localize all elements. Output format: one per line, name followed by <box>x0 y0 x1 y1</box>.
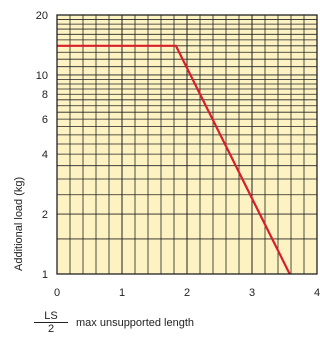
y-tick-label: 10 <box>36 70 48 82</box>
x-axis-label-text: max unsupported length <box>76 317 195 329</box>
y-tick-label: 4 <box>42 149 48 161</box>
x-tick-label: 2 <box>184 287 190 299</box>
series-line <box>57 44 291 275</box>
y-tick-label: 20 <box>36 10 48 22</box>
y-axis-label: Additional load (kg) <box>13 177 25 271</box>
x-tick-label: 0 <box>54 287 60 299</box>
y-tick-label: 8 <box>42 89 48 101</box>
x-axis-label-numerator: LS <box>34 310 68 323</box>
x-axis-label-denominator: 2 <box>47 323 55 335</box>
plot-frame <box>56 14 318 275</box>
x-axis-label-fraction: LS 2 <box>34 310 68 335</box>
y-tick-label: 2 <box>42 209 48 221</box>
y-tick-label: 1 <box>42 269 48 281</box>
x-tick-label: 3 <box>249 287 255 299</box>
grid-lines <box>57 15 317 274</box>
x-tick-label: 1 <box>119 287 125 299</box>
y-tick-label: 6 <box>42 114 48 126</box>
series-lines <box>57 44 291 275</box>
y-tick-labels: 1 2 4 6 8 10 20 <box>36 10 48 281</box>
x-tick-label: 4 <box>314 287 320 299</box>
x-axis-label: LS 2 max unsupported length <box>34 310 320 338</box>
x-tick-labels: 0 1 2 3 4 <box>54 287 320 299</box>
